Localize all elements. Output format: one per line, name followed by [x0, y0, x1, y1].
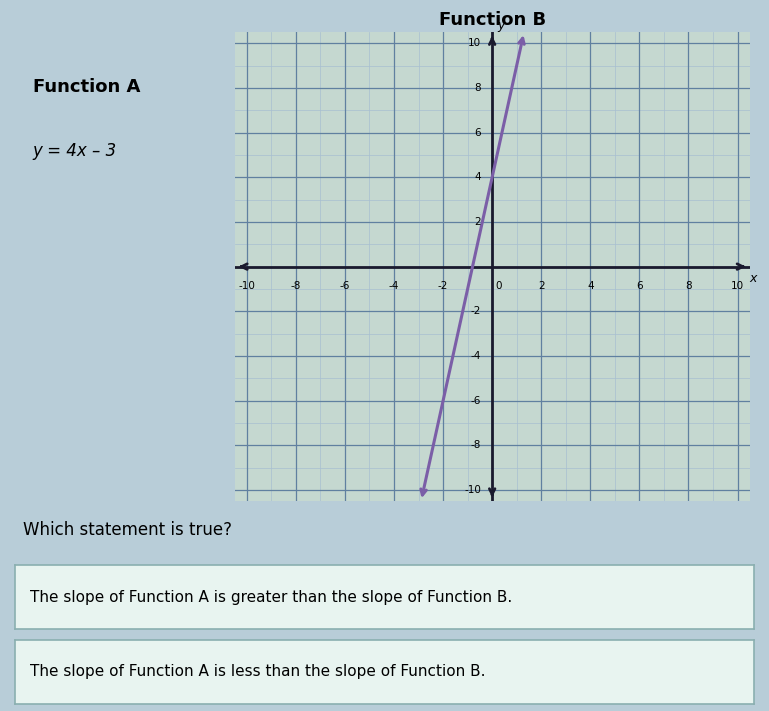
Text: 8: 8	[474, 83, 481, 93]
Text: Which statement is true?: Which statement is true?	[23, 520, 231, 539]
Text: -2: -2	[438, 281, 448, 291]
Text: The slope of Function A is greater than the slope of Function B.: The slope of Function A is greater than …	[30, 589, 512, 605]
Text: 4: 4	[587, 281, 594, 291]
Text: y = 4x – 3: y = 4x – 3	[32, 142, 117, 160]
Text: -2: -2	[471, 306, 481, 316]
Text: -6: -6	[340, 281, 350, 291]
Text: -8: -8	[471, 440, 481, 450]
Text: 6: 6	[636, 281, 643, 291]
Text: -4: -4	[471, 351, 481, 361]
Text: -10: -10	[464, 485, 481, 495]
Title: Function B: Function B	[438, 11, 546, 29]
Text: 4: 4	[474, 172, 481, 182]
Text: 8: 8	[685, 281, 692, 291]
Text: The slope of Function A is less than the slope of Function B.: The slope of Function A is less than the…	[30, 664, 486, 680]
Text: -4: -4	[389, 281, 399, 291]
Text: -8: -8	[291, 281, 301, 291]
Text: 10: 10	[731, 281, 744, 291]
Text: 10: 10	[468, 38, 481, 48]
Text: -6: -6	[471, 396, 481, 406]
Text: -10: -10	[238, 281, 255, 291]
Text: 2: 2	[474, 217, 481, 227]
Text: 2: 2	[538, 281, 544, 291]
Text: 6: 6	[474, 127, 481, 137]
Text: Function A: Function A	[32, 78, 140, 96]
Text: 0: 0	[495, 281, 501, 291]
Text: y: y	[497, 19, 504, 33]
Text: x: x	[749, 272, 757, 285]
